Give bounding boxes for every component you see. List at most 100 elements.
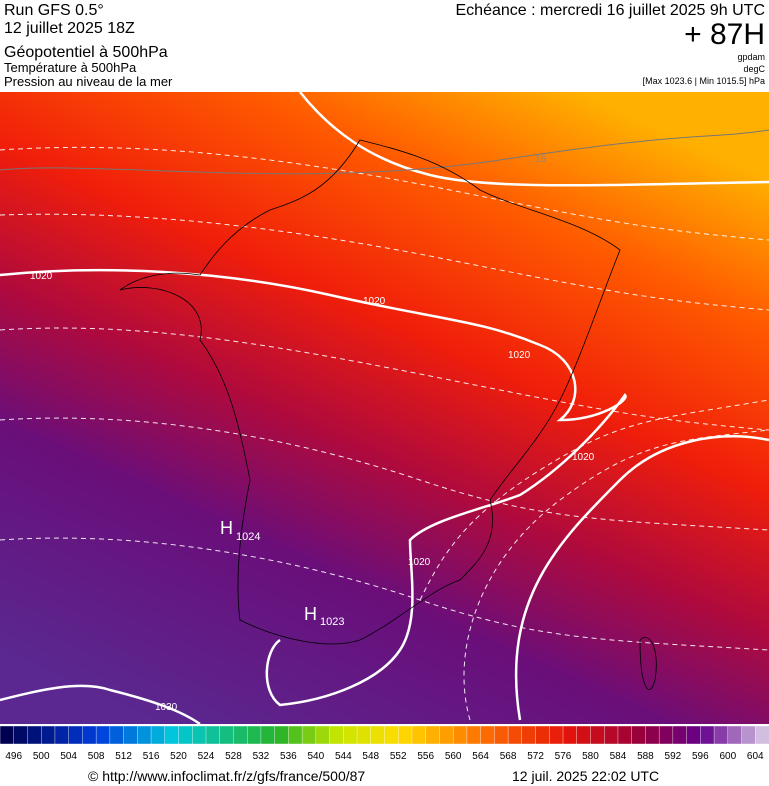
colorbar-label: 496 [5, 751, 22, 762]
colorbar-cell [507, 725, 523, 745]
colorbar-label: 560 [445, 751, 462, 762]
colorbar-cell [452, 725, 468, 745]
colorbar-cell [356, 725, 372, 745]
colorbar-cell [713, 725, 729, 745]
isobar-labels: 1020 1020 1020 1020 1020 1030 16 [30, 154, 595, 713]
colorbar-label: 532 [253, 751, 270, 762]
colorbar-label: 528 [225, 751, 242, 762]
colorbar-cell [274, 725, 290, 745]
colorbar-label: 588 [637, 751, 654, 762]
colorbar-cell [741, 725, 756, 745]
colorbar-cell [727, 725, 743, 745]
colorbar-cell [439, 725, 454, 745]
lead-time: + 87H [684, 18, 765, 51]
colorbar-cell [164, 725, 180, 745]
colorbar-cell [535, 725, 550, 745]
colorbar-cell [425, 725, 441, 745]
colorbar-cell [95, 725, 111, 745]
colorbar-cell [219, 725, 235, 745]
subfield: Température à 500hPa [4, 60, 137, 75]
colorbar-cell [645, 725, 660, 745]
center-symbol: H [220, 518, 233, 538]
colorbar-cell [137, 725, 152, 745]
colorbar-cell [260, 725, 276, 745]
colorbar-label: 584 [610, 751, 627, 762]
colorbar-cell [13, 725, 29, 745]
colorbar-label: 524 [198, 751, 215, 762]
colorbar-cell [590, 725, 605, 745]
source-url: © http://www.infoclimat.fr/z/gfs/france/… [88, 768, 365, 784]
colorbar-cell [549, 725, 564, 745]
colorbar-cell [82, 725, 97, 745]
colorbar: 496 500 504 508 512 516 520 524 528 532 536 540 544 5… [0, 725, 769, 762]
unit: gpdam [737, 52, 765, 62]
colorbar-cell [0, 725, 15, 745]
run: Run GFS 0.5° [4, 2, 104, 19]
colorbar-cell [150, 725, 166, 745]
echeance: Echéance : mercredi 16 juillet 2025 9h U… [456, 2, 766, 19]
isobar-label: 1020 [30, 271, 53, 282]
colorbar-cell [329, 725, 345, 745]
colorbar-cell [480, 725, 496, 745]
colorbar-label: 568 [500, 751, 517, 762]
colorbar-cell [109, 725, 125, 745]
colorbar-label: 580 [582, 751, 599, 762]
colorbar-label: 504 [60, 751, 77, 762]
subfield: Pression au niveau de la mer [4, 74, 173, 89]
isobar-label: 1020 [363, 296, 386, 307]
colorbar-cell [658, 725, 674, 745]
colorbar-cell [494, 725, 509, 745]
colorbar-label: 512 [115, 751, 132, 762]
isobar-label: 1020 [408, 557, 431, 568]
colorbar-label: 516 [143, 751, 160, 762]
colorbar-label: 556 [417, 751, 434, 762]
colorbar-label: 552 [390, 751, 407, 762]
isobars [0, 92, 769, 724]
colorbar-cell [123, 725, 139, 745]
isobar-label: 1030 [155, 702, 178, 713]
range: [Max 1023.6 | Min 1015.5] hPa [643, 76, 765, 86]
colorbar-label: 592 [665, 751, 682, 762]
borders [119, 139, 657, 691]
colorbar-label: 540 [307, 751, 324, 762]
colorbar-cell [617, 725, 633, 745]
isotherm-label: 16 [535, 154, 547, 165]
pressure-centers: H 1024 H 1023 [220, 518, 344, 628]
header: Run GFS 0.5° 12 juillet 2025 18Z Géopote… [4, 2, 766, 89]
colorbar-cell [27, 725, 42, 745]
colorbar-cell [631, 725, 647, 745]
run-date: 12 juillet 2025 18Z [4, 20, 135, 37]
colorbar-cell [192, 725, 207, 745]
center-symbol: H [304, 604, 317, 624]
colorbar-cell [246, 725, 262, 745]
isobar-label: 1020 [572, 452, 595, 463]
colorbar-label: 576 [555, 751, 572, 762]
colorbar-cell [370, 725, 386, 745]
isobar-label: 1020 [508, 350, 531, 361]
center-value: 1024 [236, 531, 260, 543]
colorbar-cell [466, 725, 482, 745]
colorbar-label: 604 [747, 751, 764, 762]
colorbar-label: 500 [33, 751, 50, 762]
colorbar-cell [672, 725, 688, 745]
colorbar-cell [301, 725, 317, 745]
colorbar-cell [68, 725, 84, 745]
timestamp: 12 juil. 2025 22:02 UTC [512, 768, 659, 784]
colorbar-label: 520 [170, 751, 187, 762]
footer: © http://www.infoclimat.fr/z/gfs/france/… [88, 768, 659, 784]
center-value: 1023 [320, 616, 344, 628]
colorbar-cell [604, 725, 619, 745]
colorbar-cell [521, 725, 537, 745]
isotherms [0, 146, 769, 721]
colorbar-cell [40, 725, 56, 745]
colorbar-cell [288, 725, 303, 745]
colorbar-cell [54, 725, 70, 745]
colorbar-cell [562, 725, 578, 745]
colorbar-cell [398, 725, 413, 745]
colorbar-cell [343, 725, 358, 745]
colorbar-label: 548 [362, 751, 379, 762]
unit: degC [743, 64, 765, 74]
colorbar-label: 508 [88, 751, 105, 762]
colorbar-cell [686, 725, 702, 745]
